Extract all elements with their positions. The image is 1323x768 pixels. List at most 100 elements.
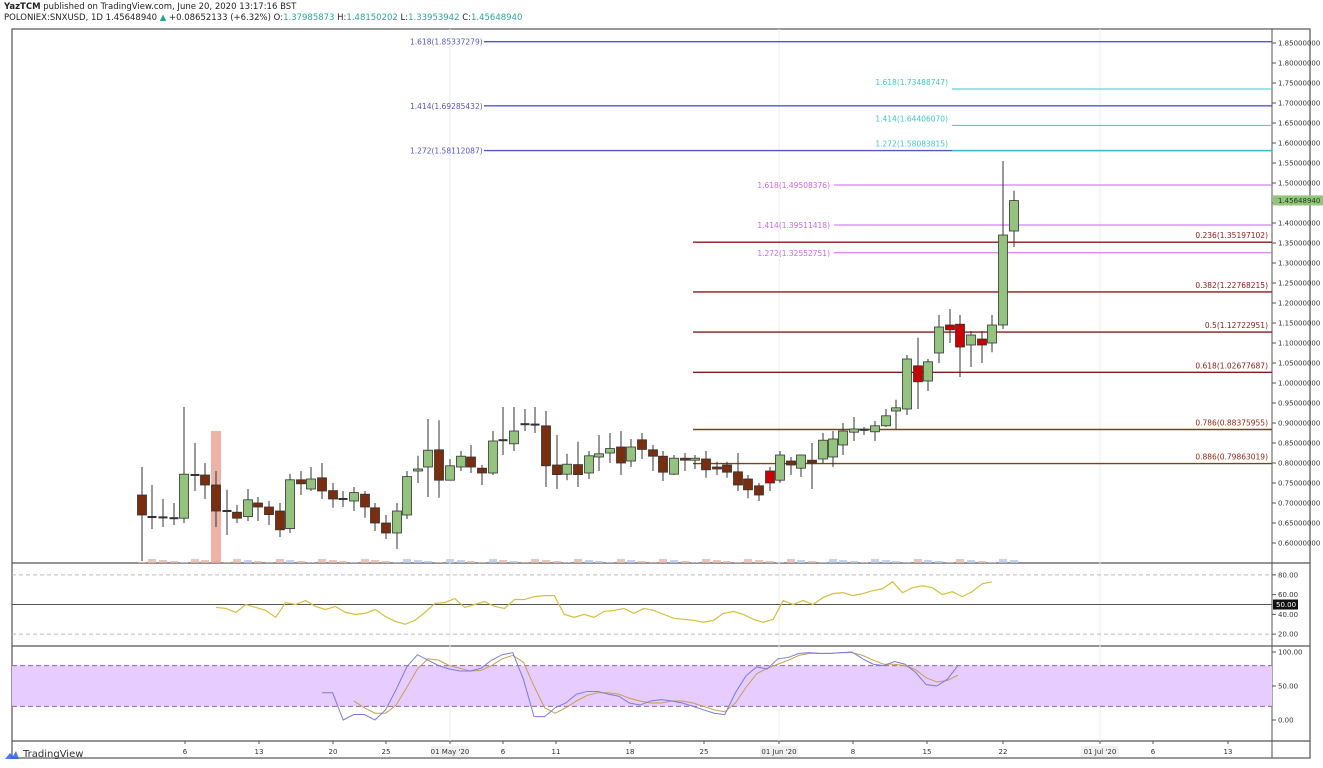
rsi-tick-label: 80.00: [1278, 571, 1298, 579]
candle: [509, 407, 519, 451]
candle: [552, 435, 562, 489]
candle: [200, 463, 210, 499]
price-tick-label: 1.85000000: [1278, 40, 1320, 48]
candle: [626, 439, 636, 467]
candle: [370, 503, 380, 531]
candle: [562, 453, 572, 481]
rsi-tick-label: 40.00: [1278, 611, 1298, 619]
price-tick-label: 1.35000000: [1278, 240, 1320, 248]
candle: [881, 409, 891, 427]
published-text: published on TradingView.com, June 20, 2…: [43, 2, 297, 12]
price-tick-label: 0.85000000: [1278, 440, 1320, 448]
candle: [701, 451, 711, 478]
time-tick-label: 8: [851, 748, 855, 756]
candle: [338, 491, 348, 507]
fib-label: 0.236(1.35197102): [1195, 231, 1268, 240]
candle: [328, 483, 338, 508]
price-tick-label: 1.50000000: [1278, 180, 1320, 188]
candle: [934, 315, 944, 363]
stoch-tick-label: 50.00: [1278, 683, 1298, 691]
stoch-tick-label: 100.00: [1278, 649, 1303, 657]
candle: [158, 499, 168, 527]
time-tick-label: 20: [329, 748, 338, 756]
tradingview-logo[interactable]: TradingView: [4, 749, 83, 760]
high-label: H:: [337, 13, 347, 23]
symbol-name: POLONIEX:SNXUSD, 1D: [4, 13, 103, 23]
fibonacci-levels[interactable]: 1.618(1.85337279) 1.414(1.69285432) 1.272(…: [410, 38, 1272, 465]
price-candles: [137, 161, 1019, 563]
price-tick-label: 0.75000000: [1278, 480, 1320, 488]
fib-label: 1.618(1.73488747): [875, 78, 948, 87]
candle: [573, 441, 583, 487]
candle: [891, 399, 901, 429]
candle: [488, 431, 498, 475]
time-axis[interactable]: 6 13 20 25 01 May '20 6 11 18 25 01 Jun '20 8 15 22 0…: [183, 741, 1233, 757]
candle: [306, 467, 316, 491]
time-tick-label: 13: [1224, 748, 1233, 756]
author-name: YazTCM: [4, 2, 41, 12]
candle: [211, 431, 221, 563]
candle: [381, 515, 391, 539]
price-tick-label: 1.55000000: [1278, 160, 1320, 168]
price-tick-label: 1.65000000: [1278, 120, 1320, 128]
fib-label: 0.618(1.02677687): [1195, 361, 1268, 370]
candle: [786, 457, 796, 475]
candle: [392, 503, 402, 549]
time-tick-label: 25: [700, 748, 709, 756]
fib-label: 1.272(1.58112087): [410, 147, 483, 156]
candle: [179, 407, 189, 523]
tradingview-cloud-icon: [5, 750, 19, 759]
candle: [530, 407, 540, 433]
candle: [360, 491, 370, 518]
fib-label: 1.414(1.69285432): [410, 102, 483, 111]
time-tick-label: 6: [501, 748, 506, 756]
candle: [859, 427, 869, 435]
candle: [775, 451, 785, 483]
candle: [754, 483, 764, 501]
vertical-gridlines: [449, 29, 1101, 741]
candle: [902, 355, 912, 415]
candle: [616, 431, 626, 475]
price-axis[interactable]: 1.85000000 1.80000000 1.75000000 1.70000000…: [1272, 40, 1323, 548]
candle: [945, 309, 955, 343]
candle: [413, 455, 423, 483]
price-tick-label: 0.70000000: [1278, 500, 1320, 508]
low-label: L:: [400, 13, 409, 23]
candle: [818, 433, 828, 463]
fib-label: 1.618(1.49508376): [757, 181, 830, 190]
svg-text:50.00: 50.00: [1276, 601, 1296, 609]
fib-label: 0.382(1.22768215): [1195, 281, 1268, 290]
candle: [477, 465, 487, 485]
price-tick-label: 1.30000000: [1278, 260, 1320, 268]
fib-label: 0.5(1.12722951): [1205, 321, 1268, 330]
candle: [594, 435, 604, 471]
candle: [712, 461, 722, 475]
candle: [605, 433, 615, 463]
fib-label: 0.886(0.79863019): [1195, 453, 1268, 462]
stoch-k-line: [322, 651, 959, 721]
price-tick-label: 0.65000000: [1278, 520, 1320, 528]
candle: [913, 337, 923, 409]
candle: [1009, 190, 1019, 247]
candle: [169, 503, 179, 525]
candle: [987, 315, 997, 353]
change-arrow-icon: ▲: [159, 13, 167, 23]
low-value: 1.33953942: [408, 13, 460, 23]
price-tick-label: 1.15000000: [1278, 320, 1320, 328]
chart-frame: [11, 28, 1311, 759]
time-tick-label: 01 Jul '20: [1084, 748, 1117, 756]
candle: [147, 485, 157, 529]
candle: [648, 445, 658, 471]
time-tick-label: 11: [552, 748, 561, 756]
candle: [264, 501, 274, 525]
candle: [584, 451, 594, 479]
high-value: 1.48150202: [346, 13, 398, 23]
candle: [243, 489, 253, 521]
time-tick-label: 18: [626, 748, 635, 756]
price-tick-label: 0.60000000: [1278, 540, 1320, 548]
fib-label: 1.414(1.39511418): [757, 221, 830, 230]
candle: [498, 407, 508, 455]
candle: [743, 475, 753, 499]
candle: [955, 315, 965, 377]
